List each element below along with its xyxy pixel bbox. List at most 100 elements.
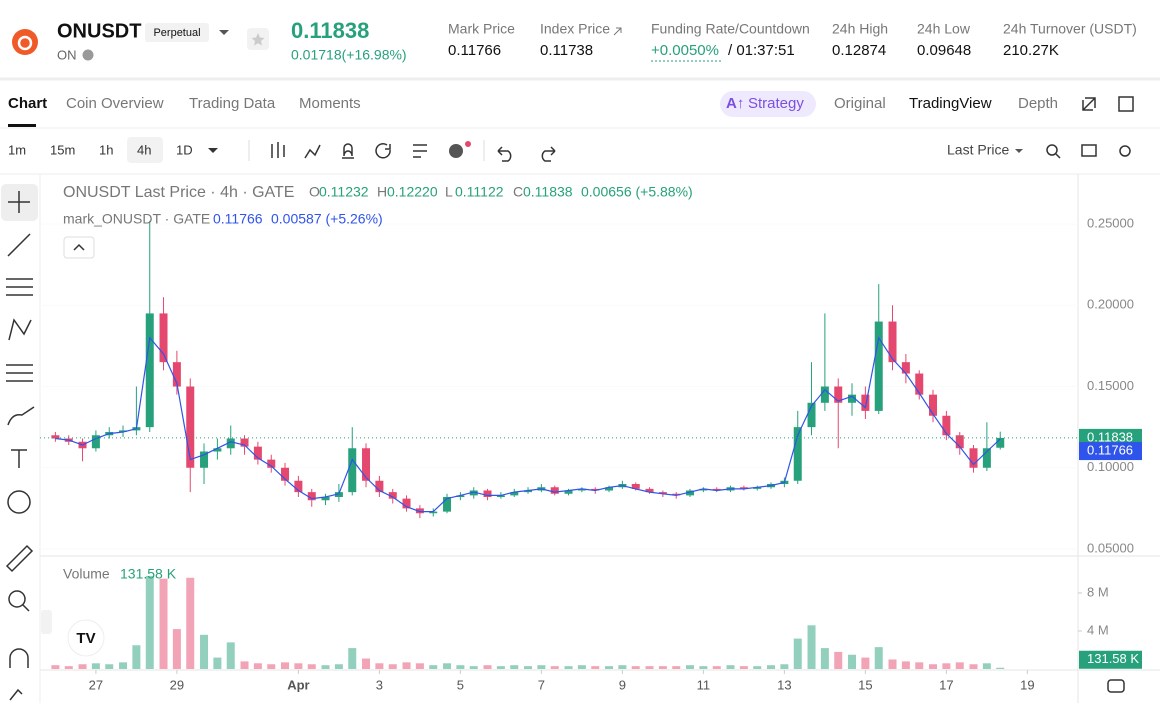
tab[interactable]: Moments [299,95,361,112]
fib-tool[interactable] [6,278,33,296]
x-tick-label: Apr [287,677,309,692]
price-type[interactable]: Last Price [947,142,1009,158]
emoji-tool[interactable] [7,490,31,514]
interval[interactable]: 4h [137,142,151,157]
volume-bar [267,664,276,669]
settings-icon[interactable] [1119,145,1131,157]
magnet-tool[interactable] [9,648,29,668]
volume-bar [686,665,695,669]
search-icon-handle [1055,153,1061,159]
redo-icon[interactable] [541,146,556,162]
notification-dot [465,141,471,147]
brush-tool[interactable] [7,406,35,426]
volume-bar [537,665,546,669]
candle-body [483,490,492,498]
symbol-dropdown[interactable] [219,30,229,35]
replay-icon[interactable] [375,143,391,159]
candle-body [739,487,748,489]
external-link-icon[interactable] [613,27,622,36]
candle-body [524,490,533,493]
candle-body [915,373,924,395]
tab[interactable]: Coin Overview [66,95,164,112]
interval[interactable]: 1h [99,142,113,157]
view-tab[interactable]: Depth [1018,95,1058,112]
tv-logo[interactable] [67,619,105,657]
strategy-pill[interactable] [720,91,816,117]
projection-tool[interactable] [6,364,33,382]
snapshot-icon[interactable] [1081,144,1097,157]
candle-body [807,402,816,428]
candle-type-icon[interactable] [271,142,285,158]
view-tab[interactable]: Original [834,95,886,112]
interval[interactable]: 1m [8,142,26,157]
mark-price-label: 0.11766 [1087,443,1133,458]
mark-legend-title: mark_ONUSDT · GATE [63,211,210,227]
ohlc-label: H [377,184,387,200]
alert-icon[interactable] [342,143,354,159]
tab[interactable]: Chart [8,95,47,112]
x-tick-label: 9 [619,677,626,692]
mark-price-tag [1079,442,1142,461]
price-type-dropdown[interactable] [1015,149,1023,153]
volume-bar [496,666,505,669]
volume-bar [91,663,100,669]
info-icon[interactable] [82,49,94,61]
stat-label: 24h Turnover (USDT) [1003,21,1137,37]
crosshair-tool[interactable] [8,191,30,213]
chevron-up [73,243,85,251]
active-interval-bg [127,137,163,163]
pattern-tool[interactable] [8,318,32,341]
volume-bar [969,664,978,669]
candle-body [591,488,600,491]
text-tool[interactable] [11,449,27,468]
measure-tool[interactable] [5,544,34,573]
x-tick-label: 29 [170,677,184,692]
drawing-tools[interactable] [5,191,35,701]
window-icon[interactable] [1118,96,1134,112]
view-tab[interactable]: Strategy [748,95,804,112]
candle-body [334,492,343,498]
symbol[interactable]: ONUSDT [57,20,141,42]
candle-body [712,488,721,491]
candle-body [605,487,614,491]
candle-body [91,435,100,449]
ohlc-label: L [445,184,453,200]
indicators-icon[interactable] [304,144,321,159]
candle-body [51,435,60,439]
search-icon[interactable] [1046,144,1058,156]
volume-bar [226,642,235,669]
add-icon[interactable] [449,144,463,158]
collapse-button[interactable] [41,610,52,634]
undo-icon[interactable] [497,146,512,162]
interval-dropdown[interactable] [208,148,218,153]
candle-body [186,386,195,468]
candle-body [793,427,802,481]
template-icon[interactable] [413,144,427,158]
zoom-tool[interactable] [8,590,26,608]
fullscreen-icon[interactable] [1082,97,1096,111]
candle-body [699,488,708,491]
volume-bar [767,665,776,669]
candle-body [672,493,681,496]
candle-body [577,488,586,491]
volume-legend-title: Volume [63,566,110,582]
view-tab[interactable]: TradingView [909,95,992,112]
volume-bar [780,664,789,669]
volume-bar [213,657,222,669]
candle-body [848,394,857,403]
tab[interactable]: Trading Data [189,95,276,112]
tabs: Chart Coin Overview Trading Data Moments [8,95,361,112]
collapse-legend[interactable] [63,236,95,259]
candle-body [362,448,371,481]
axis-settings[interactable] [1107,679,1125,693]
trendline-tool[interactable] [7,233,31,257]
intervals: 1m 15m 1h 4h 1D [8,142,193,157]
x-tick-label: 3 [376,677,383,692]
interval[interactable]: 15m [50,142,75,157]
pencil-tool[interactable] [9,688,23,701]
toolbar-icons[interactable] [271,142,1131,162]
volume-bar [915,662,924,669]
interval[interactable]: 1D [176,142,193,157]
candle-body [213,448,222,452]
